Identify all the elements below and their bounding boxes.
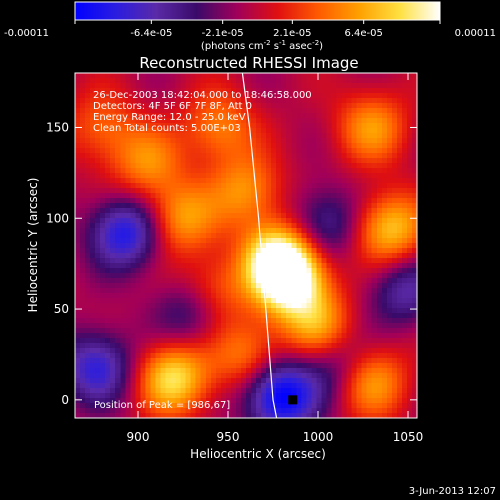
colorbar-tick-label: 2.1e-05 [273, 28, 311, 39]
colorbar-unit-label: (photons cm-2 s-1 asec-2) [201, 39, 323, 52]
chart-title: Reconstructed RHESSI Image [139, 54, 358, 72]
x-tick-label: 900 [127, 430, 150, 444]
footer-date: 3-Jun-2013 12:07 [409, 486, 496, 497]
annotation-line-detectors: Detectors: 4F 5F 6F 7F 8F, Att 0 [93, 101, 252, 112]
colorbar-tick-label: -6.4e-05 [130, 28, 172, 39]
y-tick-label: 100 [46, 211, 69, 225]
y-axis-label: Heliocentric Y (arcsec) [26, 178, 40, 313]
plot-frame [74, 72, 418, 419]
heatmap-image [75, 73, 417, 418]
annotation-line-counts: Clean Total counts: 5.00E+03 [93, 123, 241, 134]
peak-position-label: Position of Peak = [986,67] [94, 400, 230, 411]
peak-marker [288, 395, 298, 405]
colorbar-ticks: -0.00011 -6.4e-05 -2.1e-05 2.1e-05 6.4e-05 0.… [4, 20, 496, 39]
y-tick-label: 150 [46, 120, 69, 134]
y-axis-ticks: 0 50 100 150 [46, 120, 417, 407]
x-axis-ticks: 900 950 1000 1050 [127, 73, 424, 444]
annotation-line-time: 26-Dec-2003 18:42:04.000 to 18:46:58.000 [93, 90, 312, 101]
annotation-line-energy: Energy Range: 12.0 - 25.0 keV [93, 112, 246, 123]
colorbar-tick-label: 0.00011 [455, 28, 496, 39]
annotation-block: 26-Dec-2003 18:42:04.000 to 18:46:58.000… [93, 90, 312, 134]
x-tick-label: 1000 [303, 430, 334, 444]
solar-limb-curve [241, 73, 278, 418]
colorbar-tick-label: -0.00011 [4, 28, 49, 39]
colorbar [74, 1, 441, 21]
x-tick-label: 1050 [393, 430, 424, 444]
colorbar-tick-label: 6.4e-05 [344, 28, 382, 39]
x-tick-label: 950 [217, 430, 240, 444]
y-tick-label: 50 [54, 302, 69, 316]
y-tick-label: 0 [61, 393, 69, 407]
colorbar-tick-label: -2.1e-05 [202, 28, 244, 39]
x-axis-label: Heliocentric X (arcsec) [190, 447, 326, 461]
